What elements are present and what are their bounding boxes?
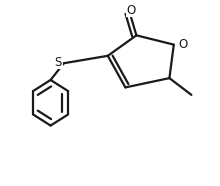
Text: O: O [126,4,136,17]
Text: O: O [178,38,187,51]
Text: S: S [55,56,62,69]
